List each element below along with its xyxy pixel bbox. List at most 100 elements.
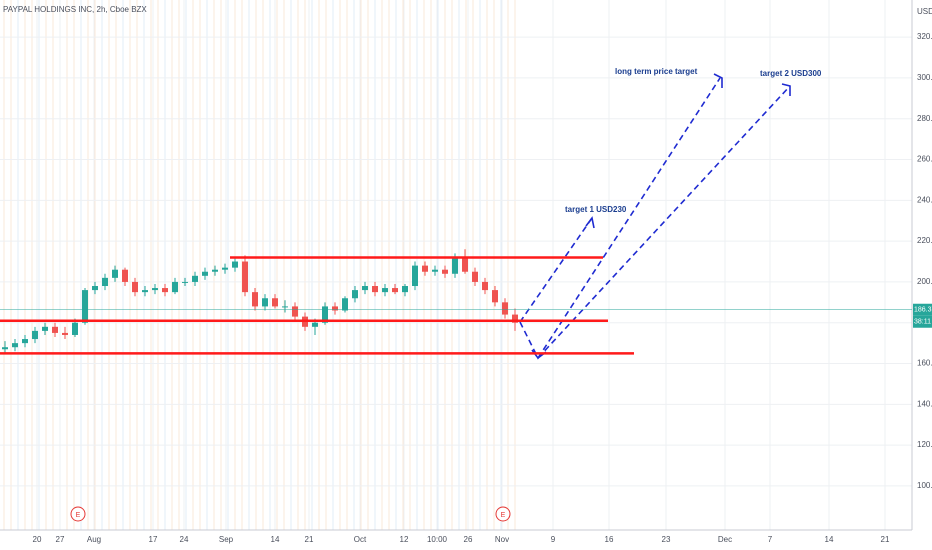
candle-body <box>232 261 238 268</box>
candle-body <box>352 290 358 299</box>
x-tick-label: 23 <box>662 535 671 544</box>
y-tick-label: 280.00 <box>917 114 932 123</box>
candle-body <box>252 292 258 307</box>
y-tick-label: 220.00 <box>917 236 932 245</box>
candle-body <box>32 330 38 340</box>
candle-body <box>52 326 58 333</box>
candle-body <box>272 298 278 307</box>
candle-body <box>172 281 178 293</box>
earnings-marker <box>70 506 86 522</box>
candle-body <box>312 322 318 327</box>
candle-body <box>2 347 8 350</box>
x-tick-label: 14 <box>271 535 280 544</box>
x-tick-label: Aug <box>87 535 101 544</box>
x-tick-label: 7 <box>768 535 773 544</box>
candle-body <box>342 298 348 311</box>
candle-body <box>72 322 78 335</box>
earnings-label: E <box>76 512 81 519</box>
candle-body <box>112 269 118 278</box>
candle-body <box>162 288 168 293</box>
candle-body <box>62 332 68 335</box>
candle-body <box>452 257 458 274</box>
candle-body <box>142 290 148 293</box>
candle-body <box>42 326 48 331</box>
y-tick-label: 120.00 <box>917 440 932 449</box>
x-tick-label: 16 <box>605 535 614 544</box>
x-tick-label: 24 <box>180 535 189 544</box>
candle-body <box>212 269 218 272</box>
countdown-box <box>913 315 932 328</box>
x-tick-label: 21 <box>881 535 890 544</box>
y-tick-label: 240.00 <box>917 195 932 204</box>
candle-body <box>242 261 248 293</box>
x-tick-label: 10:00 <box>427 535 448 544</box>
chart-title: PAYPAL HOLDINGS INC, 2h, Cboe BZX <box>3 5 147 14</box>
x-tick-label: 12 <box>400 535 409 544</box>
x-tick-label: 17 <box>149 535 158 544</box>
arrow-head <box>713 73 723 88</box>
candle-body <box>92 286 98 291</box>
candle-body <box>192 275 198 282</box>
candle-body <box>262 298 268 307</box>
candle-body <box>482 281 488 291</box>
currency-label: USD <box>917 7 932 16</box>
x-tick-label: 20 <box>33 535 42 544</box>
y-tick-label: 140.00 <box>917 399 932 408</box>
last-price-box <box>913 303 932 316</box>
candle-body <box>472 271 478 282</box>
y-tick-label: 200.00 <box>917 277 932 286</box>
candle-body <box>332 306 338 311</box>
candle-body <box>132 281 138 293</box>
x-tick-label: 21 <box>305 535 314 544</box>
y-tick-label: 160.00 <box>917 359 932 368</box>
x-tick-label: 9 <box>551 535 556 544</box>
candle-body <box>322 306 328 323</box>
candle-body <box>82 290 88 323</box>
candle-body <box>402 286 408 293</box>
candle-body <box>512 314 518 323</box>
earnings-label: E <box>501 512 506 519</box>
candle-body <box>432 269 438 272</box>
arrow <box>519 217 593 323</box>
candle-body <box>382 288 388 293</box>
x-tick-label: Dec <box>718 535 732 544</box>
candle-body <box>422 265 428 272</box>
candle-body <box>222 267 228 270</box>
earnings-marker <box>495 506 511 522</box>
y-tick-label: 300.00 <box>917 73 932 82</box>
last-price-label: 186.37 <box>914 307 932 314</box>
candle-body <box>392 288 398 293</box>
annotation: target 2 USD300 <box>760 69 822 78</box>
x-tick-label: 27 <box>56 535 65 544</box>
x-tick-label: 26 <box>464 535 473 544</box>
candle-body <box>22 339 28 344</box>
arrow-head <box>781 83 791 96</box>
candle-body <box>372 286 378 293</box>
candle-body <box>442 269 448 274</box>
x-tick-label: 14 <box>825 535 834 544</box>
x-tick-label: Oct <box>354 535 367 544</box>
candle-body <box>362 286 368 291</box>
candle-body <box>292 306 298 317</box>
candle-body <box>412 265 418 287</box>
candle-body <box>122 269 128 282</box>
candle-body <box>182 281 188 283</box>
candle-body <box>282 306 288 308</box>
candle-body <box>502 302 508 315</box>
x-tick-label: Sep <box>219 535 234 544</box>
y-tick-label: 320.00 <box>917 32 932 41</box>
grid <box>0 0 912 530</box>
candles <box>2 249 518 354</box>
countdown-label: 38:11 <box>914 319 931 326</box>
x-tick-label: Nov <box>495 535 509 544</box>
candle-body <box>202 271 208 276</box>
candle-body <box>462 257 468 272</box>
annotation: long term price target <box>615 67 698 76</box>
y-tick-label: 260.00 <box>917 155 932 164</box>
candle-body <box>152 288 158 291</box>
y-tick-label: 100.00 <box>917 481 932 490</box>
candle-body <box>12 343 18 348</box>
arrow <box>537 85 791 359</box>
arrow-head <box>585 216 595 229</box>
